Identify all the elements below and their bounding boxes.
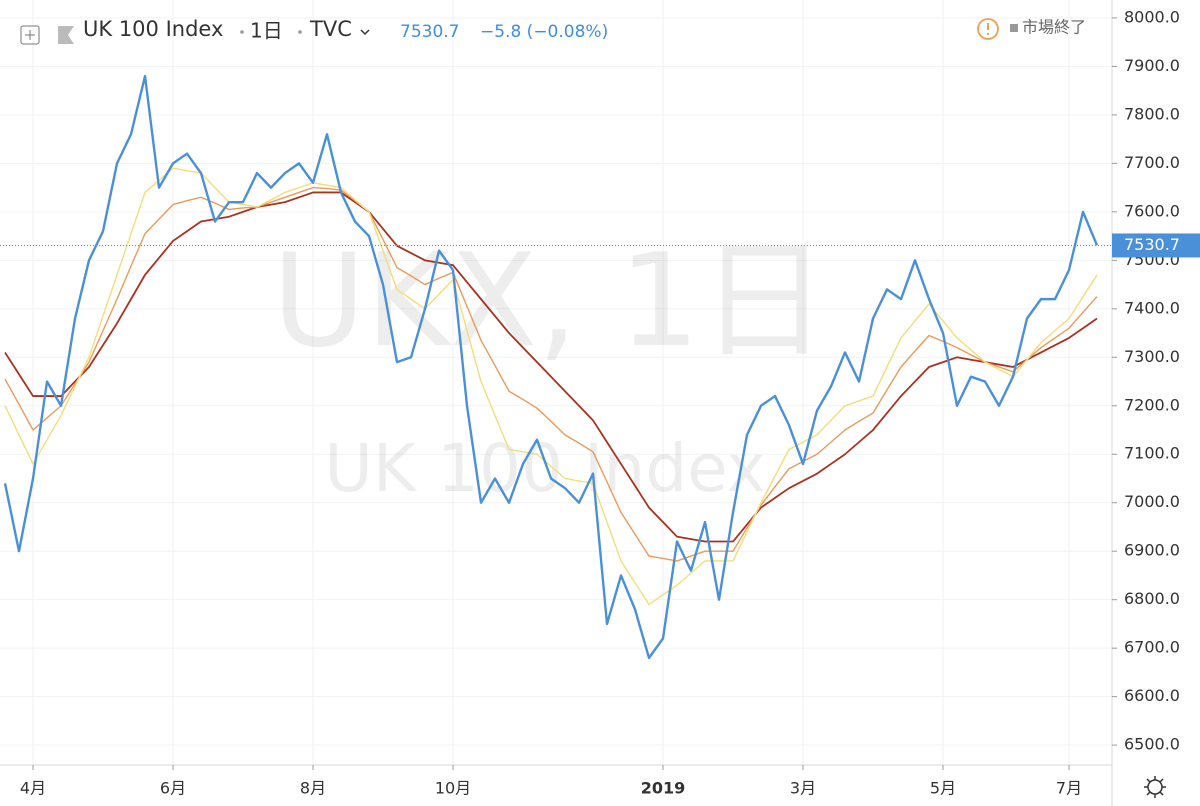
last-price: 7530.7 [400, 22, 459, 42]
x-tick-label: 7月 [1056, 779, 1082, 798]
y-tick-label: 6600.0 [1124, 686, 1180, 705]
gear-teeth [1144, 776, 1166, 798]
series-line [4, 167, 1098, 606]
x-tick-label: 3月 [790, 779, 816, 798]
y-tick-label: 7400.0 [1124, 298, 1180, 317]
gear [1147, 779, 1163, 795]
y-tick-label: 7800.0 [1124, 104, 1180, 123]
y-tick-label: 6700.0 [1124, 638, 1180, 657]
y-tick-label: 7700.0 [1124, 153, 1180, 172]
x-tick-label: 10月 [435, 779, 471, 798]
header: UK 100 Index 1日 TVC 7530.7 −5.8 (−0.08%)… [20, 17, 1086, 45]
y-tick-label: 7200.0 [1124, 395, 1180, 414]
y-tick-label: 6800.0 [1124, 589, 1180, 608]
series-line [4, 186, 1098, 562]
grid [0, 0, 1112, 765]
add-icon[interactable] [20, 25, 40, 45]
y-tick-label: 6900.0 [1124, 541, 1180, 560]
separator [240, 30, 244, 34]
y-tick-label: 7000.0 [1124, 492, 1180, 511]
interval: 1日 [250, 19, 283, 43]
y-tick-label: 7600.0 [1124, 201, 1180, 220]
series-line [4, 191, 1098, 543]
price-change: −5.8 (−0.08%) [480, 22, 608, 42]
flag-icon [58, 26, 74, 44]
x-tick-label: 8月 [300, 779, 326, 798]
y-tick-label: 7900.0 [1124, 56, 1180, 75]
y-tick-label: 7300.0 [1124, 347, 1180, 366]
y-tick-label: 7100.0 [1124, 444, 1180, 463]
plot-area [0, 74, 1112, 660]
chevron [360, 29, 370, 36]
market-status: 市場終了 [1022, 18, 1086, 37]
watermark-subtitle: UK 100 Index [324, 430, 765, 507]
series-line [3, 74, 1099, 660]
y-tick-label: 6500.0 [1124, 735, 1180, 754]
add-icon-cross [25, 30, 35, 40]
status-icon [1010, 24, 1018, 32]
symbol-title: UK 100 Index [83, 17, 223, 41]
alert-icon[interactable] [977, 18, 999, 40]
y-tick-label: 8000.0 [1124, 7, 1180, 26]
separator [298, 30, 302, 34]
x-tick-label: 5月 [930, 779, 956, 798]
last-price-tag [1112, 233, 1200, 258]
settings-icon[interactable] [1144, 776, 1166, 798]
exchange[interactable]: TVC [309, 17, 352, 41]
watermark: UKX, 1日 [272, 227, 828, 376]
x-tick-label: 4月 [20, 779, 46, 798]
x-tick-label: 2019 [641, 779, 686, 798]
last-price-tag-label: 7530.7 [1124, 235, 1180, 254]
x-tick-label: 6月 [160, 779, 186, 798]
